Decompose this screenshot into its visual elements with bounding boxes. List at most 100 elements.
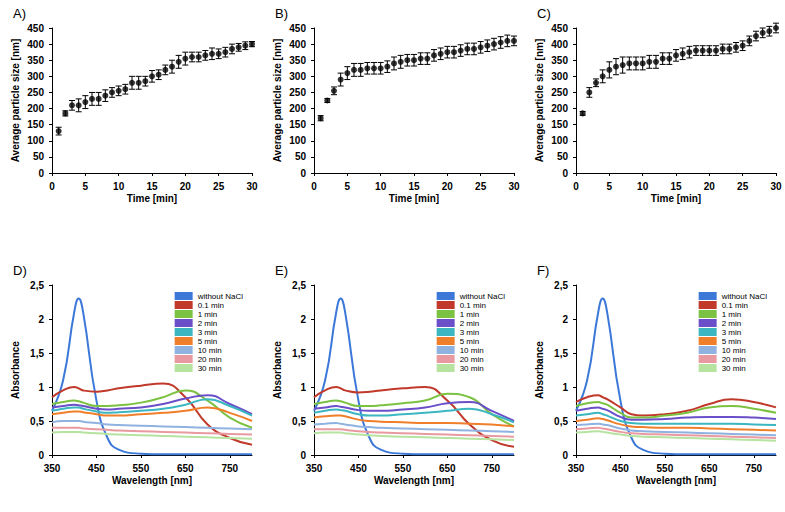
svg-text:30: 30 bbox=[770, 181, 782, 192]
svg-text:without NaCl: without NaCl bbox=[197, 292, 244, 301]
svg-text:3 min: 3 min bbox=[722, 328, 742, 337]
svg-text:150: 150 bbox=[551, 119, 568, 130]
svg-text:5 min: 5 min bbox=[722, 337, 742, 346]
svg-text:350: 350 bbox=[289, 55, 306, 66]
svg-text:2 min: 2 min bbox=[460, 319, 480, 328]
svg-text:550: 550 bbox=[395, 463, 412, 474]
svg-text:Average particle size [nm]: Average particle size [nm] bbox=[10, 39, 21, 163]
svg-text:0.1 min: 0.1 min bbox=[198, 301, 224, 310]
svg-text:without NaCl: without NaCl bbox=[459, 292, 506, 301]
svg-text:300: 300 bbox=[289, 71, 306, 82]
svg-text:Wavelength [nm]: Wavelength [nm] bbox=[374, 475, 454, 486]
svg-text:30 min: 30 min bbox=[460, 364, 484, 373]
svg-text:1: 1 bbox=[562, 382, 568, 393]
svg-text:A): A) bbox=[13, 6, 26, 21]
svg-text:Average particle size [nm]: Average particle size [nm] bbox=[272, 39, 283, 163]
svg-text:0: 0 bbox=[562, 450, 568, 461]
svg-text:250: 250 bbox=[289, 87, 306, 98]
svg-text:25: 25 bbox=[737, 181, 749, 192]
svg-text:C): C) bbox=[537, 6, 551, 21]
svg-text:25: 25 bbox=[475, 181, 487, 192]
svg-text:30: 30 bbox=[508, 181, 520, 192]
svg-text:2,5: 2,5 bbox=[554, 280, 568, 291]
svg-text:10 min: 10 min bbox=[722, 346, 746, 355]
svg-text:0.1 min: 0.1 min bbox=[460, 301, 486, 310]
svg-text:Time [min]: Time [min] bbox=[651, 193, 701, 204]
svg-text:2,5: 2,5 bbox=[30, 280, 44, 291]
svg-text:2 min: 2 min bbox=[722, 319, 742, 328]
svg-text:2 min: 2 min bbox=[198, 319, 218, 328]
svg-text:100: 100 bbox=[27, 135, 44, 146]
svg-text:Average particle size [nm]: Average particle size [nm] bbox=[534, 39, 545, 163]
svg-text:300: 300 bbox=[27, 71, 44, 82]
svg-text:0: 0 bbox=[300, 450, 306, 461]
svg-text:0: 0 bbox=[300, 168, 306, 179]
svg-text:15: 15 bbox=[408, 181, 420, 192]
svg-text:0: 0 bbox=[49, 181, 55, 192]
svg-text:0: 0 bbox=[562, 168, 568, 179]
svg-text:150: 150 bbox=[289, 119, 306, 130]
svg-text:20: 20 bbox=[704, 181, 716, 192]
svg-text:0,5: 0,5 bbox=[554, 416, 568, 427]
svg-text:25: 25 bbox=[213, 181, 225, 192]
svg-text:10: 10 bbox=[375, 181, 387, 192]
svg-text:400: 400 bbox=[551, 39, 568, 50]
svg-text:450: 450 bbox=[551, 23, 568, 34]
svg-text:350: 350 bbox=[44, 463, 61, 474]
svg-text:Time [min]: Time [min] bbox=[127, 193, 177, 204]
svg-text:350: 350 bbox=[568, 463, 585, 474]
svg-text:450: 450 bbox=[350, 463, 367, 474]
svg-text:1,5: 1,5 bbox=[30, 348, 44, 359]
svg-text:550: 550 bbox=[133, 463, 150, 474]
svg-text:20: 20 bbox=[442, 181, 454, 192]
svg-text:D): D) bbox=[13, 263, 27, 278]
svg-text:5: 5 bbox=[83, 181, 89, 192]
svg-text:650: 650 bbox=[177, 463, 194, 474]
svg-text:200: 200 bbox=[27, 103, 44, 114]
svg-text:350: 350 bbox=[306, 463, 323, 474]
svg-text:20 min: 20 min bbox=[198, 355, 222, 364]
svg-text:650: 650 bbox=[701, 463, 718, 474]
svg-text:10: 10 bbox=[637, 181, 649, 192]
svg-text:0,5: 0,5 bbox=[292, 416, 306, 427]
svg-text:30: 30 bbox=[246, 181, 258, 192]
svg-text:Wavelength [nm]: Wavelength [nm] bbox=[636, 475, 716, 486]
svg-text:10: 10 bbox=[113, 181, 125, 192]
svg-text:15: 15 bbox=[670, 181, 682, 192]
svg-text:Absorbance: Absorbance bbox=[10, 341, 21, 399]
svg-text:2: 2 bbox=[300, 314, 306, 325]
svg-text:300: 300 bbox=[551, 71, 568, 82]
svg-text:Absorbance: Absorbance bbox=[534, 341, 545, 399]
svg-text:0,5: 0,5 bbox=[30, 416, 44, 427]
svg-text:10 min: 10 min bbox=[460, 346, 484, 355]
svg-text:Time [min]: Time [min] bbox=[389, 193, 439, 204]
svg-text:2: 2 bbox=[38, 314, 44, 325]
svg-text:Wavelength [nm]: Wavelength [nm] bbox=[112, 475, 192, 486]
svg-text:30 min: 30 min bbox=[198, 364, 222, 373]
svg-text:450: 450 bbox=[88, 463, 105, 474]
svg-text:1 min: 1 min bbox=[722, 310, 742, 319]
svg-text:2,5: 2,5 bbox=[292, 280, 306, 291]
svg-text:1,5: 1,5 bbox=[554, 348, 568, 359]
svg-text:5 min: 5 min bbox=[198, 337, 218, 346]
svg-text:400: 400 bbox=[27, 39, 44, 50]
svg-text:20 min: 20 min bbox=[722, 355, 746, 364]
svg-text:350: 350 bbox=[27, 55, 44, 66]
svg-text:20: 20 bbox=[180, 181, 192, 192]
svg-text:250: 250 bbox=[551, 87, 568, 98]
svg-text:100: 100 bbox=[551, 135, 568, 146]
svg-text:5 min: 5 min bbox=[460, 337, 480, 346]
svg-text:15: 15 bbox=[146, 181, 158, 192]
svg-text:20 min: 20 min bbox=[460, 355, 484, 364]
svg-text:without NaCl: without NaCl bbox=[721, 292, 768, 301]
svg-text:1 min: 1 min bbox=[198, 310, 218, 319]
svg-text:650: 650 bbox=[439, 463, 456, 474]
svg-text:50: 50 bbox=[295, 151, 307, 162]
svg-text:1,5: 1,5 bbox=[292, 348, 306, 359]
svg-text:5: 5 bbox=[607, 181, 613, 192]
svg-text:400: 400 bbox=[289, 39, 306, 50]
svg-text:550: 550 bbox=[657, 463, 674, 474]
svg-text:50: 50 bbox=[557, 151, 569, 162]
svg-text:2: 2 bbox=[562, 314, 568, 325]
svg-text:B): B) bbox=[275, 6, 288, 21]
